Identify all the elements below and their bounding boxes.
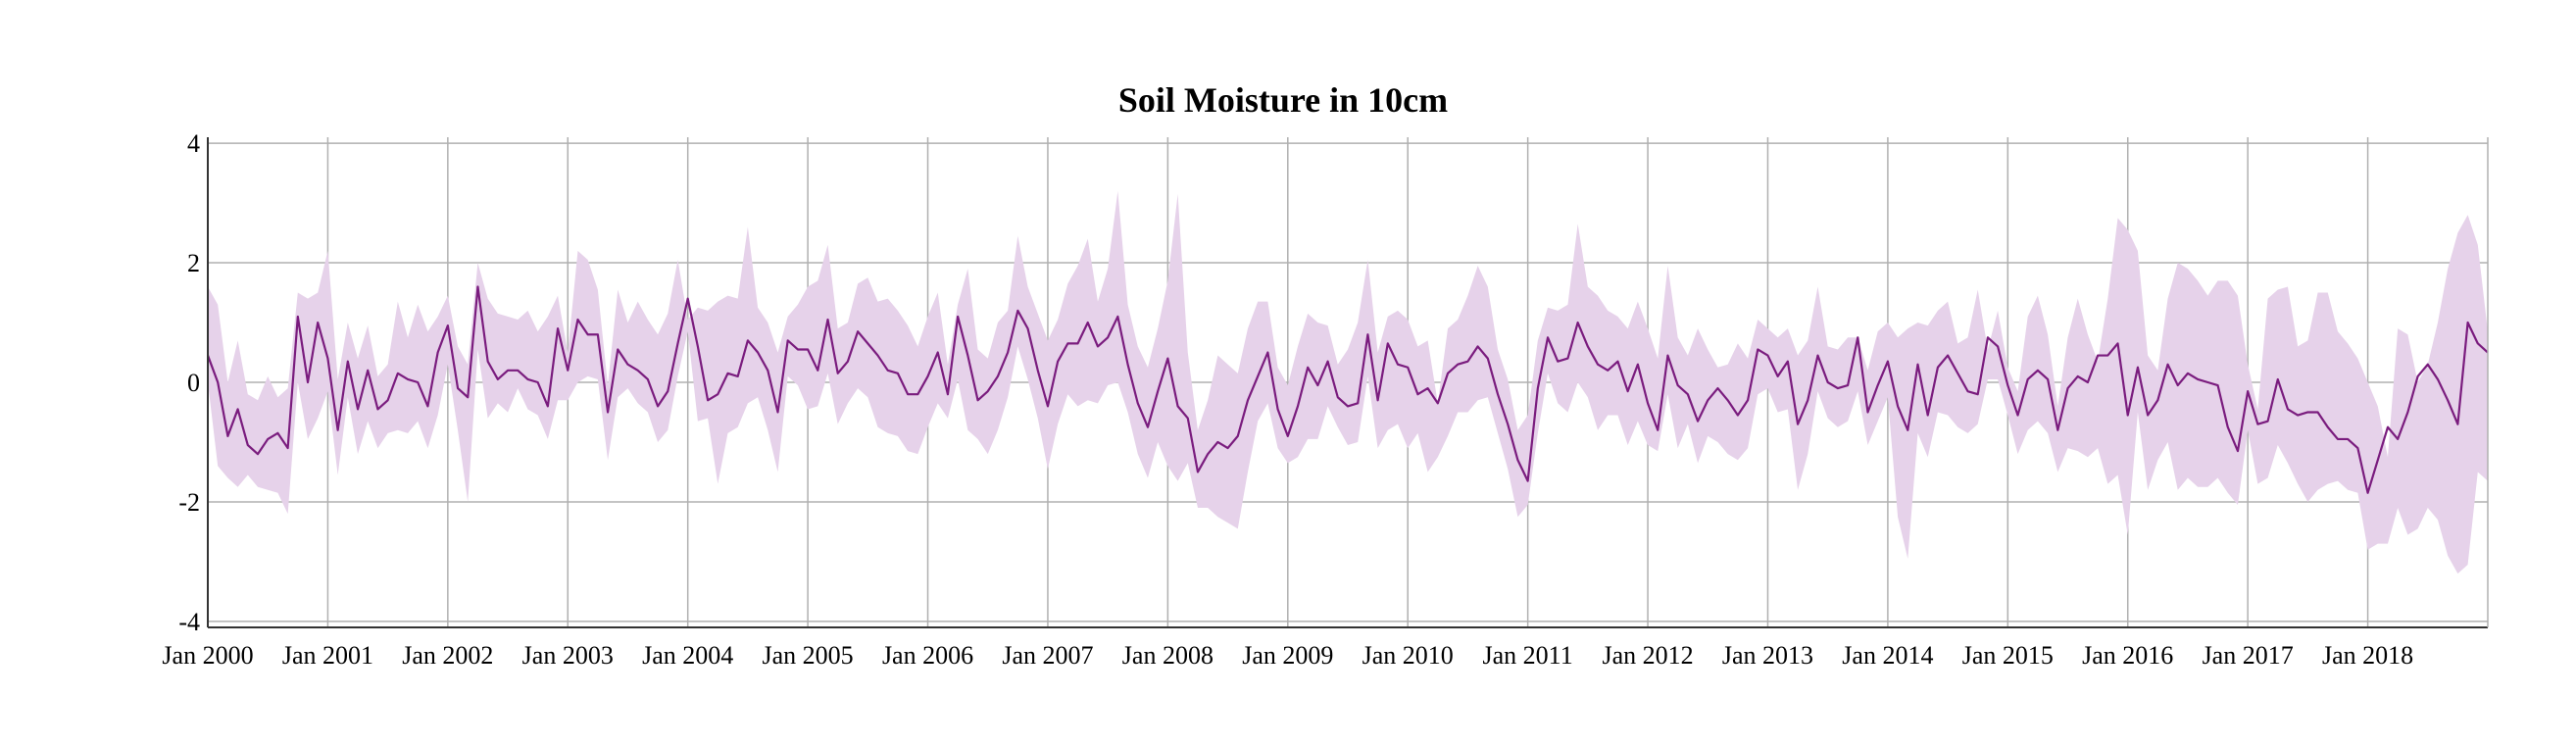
x-tick-label: Jan 2013 [1722, 641, 1813, 670]
x-tick-label: Jan 2000 [162, 641, 253, 670]
x-tick-label: Jan 2008 [1122, 641, 1214, 670]
x-tick-label: Jan 2002 [402, 641, 493, 670]
x-tick-label: Jan 2006 [882, 641, 973, 670]
y-tick-label: -4 [178, 608, 200, 636]
x-tick-label: Jan 2010 [1362, 641, 1454, 670]
x-tick-label: Jan 2004 [642, 641, 733, 670]
soil-moisture-line [206, 285, 2489, 494]
y-tick-label: -2 [178, 488, 200, 517]
x-tick-label: Jan 2017 [2203, 641, 2294, 670]
y-tick-label: 4 [187, 129, 200, 158]
x-tick-label: Jan 2016 [2082, 641, 2173, 670]
x-tick-label: Jan 2001 [282, 641, 373, 670]
y-axis-ticks: 4 2 0 -2 -4 [178, 129, 200, 636]
x-axis-ticks: Jan 2000 Jan 2001 Jan 2002 Jan 2003 Jan 2004… [162, 641, 2413, 670]
x-tick-label: Jan 2018 [2322, 641, 2413, 670]
y-tick-label: 0 [187, 369, 200, 397]
chart-title: Soil Moisture in 10cm [1118, 80, 1448, 120]
x-tick-label: Jan 2012 [1602, 641, 1693, 670]
x-tick-label: Jan 2009 [1242, 641, 1333, 670]
x-tick-label: Jan 2003 [522, 641, 614, 670]
axes [207, 137, 2489, 628]
x-tick-label: Jan 2014 [1842, 641, 1933, 670]
x-tick-label: Jan 2011 [1483, 641, 1573, 670]
y-tick-label: 2 [187, 249, 200, 277]
x-tick-label: Jan 2007 [1002, 641, 1093, 670]
confidence-band [208, 190, 2488, 574]
x-tick-label: Jan 2015 [1962, 641, 2054, 670]
x-tick-label: Jan 2005 [763, 641, 854, 670]
